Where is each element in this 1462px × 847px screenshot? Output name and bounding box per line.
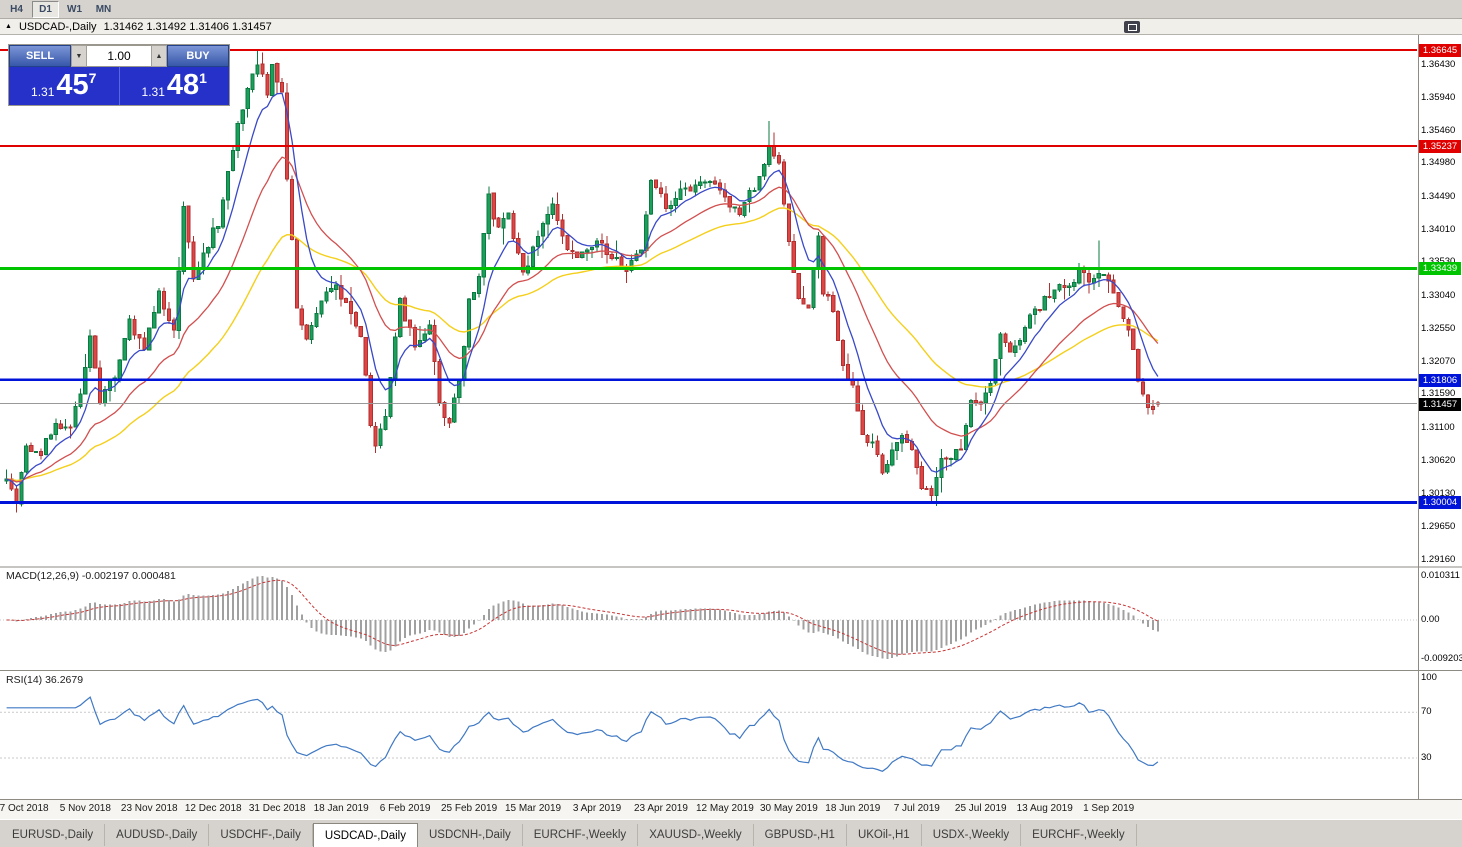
buy-price-display[interactable]: 1.31 48 1 <box>120 67 230 105</box>
date-axis-label: 1 Sep 2019 <box>1083 803 1135 814</box>
chart-tab-eurchf-weekly[interactable]: EURCHF-,Weekly <box>1021 824 1137 846</box>
ma-fast-line <box>6 92 1159 487</box>
macd-axis-label: -0.009203 <box>1421 653 1462 665</box>
price-axis-tick: 1.33040 <box>1421 289 1456 301</box>
ma-slow-line <box>6 207 1159 482</box>
price-axis-tick: 1.34010 <box>1421 223 1456 235</box>
rsi-axis-label: 70 <box>1421 706 1432 718</box>
macd-axis-label: 0.00 <box>1421 614 1440 625</box>
chart-tab-xauusd-weekly[interactable]: XAUUSD-,Weekly <box>638 824 754 846</box>
hline-price-tag: 1.36645 <box>1419 44 1461 58</box>
price-axis-tick: 1.35460 <box>1421 124 1456 136</box>
chart-title: USDCAD-,Daily <box>18 20 97 33</box>
chart-tab-eurusd-daily[interactable]: EURUSD-,Daily <box>1 824 106 846</box>
sell-button[interactable]: SELL <box>9 45 71 67</box>
date-axis-label: 6 Feb 2019 <box>379 803 431 814</box>
volume-increase-icon[interactable]: ▲ <box>151 45 167 67</box>
date-axis-label: 23 Apr 2019 <box>633 803 688 814</box>
date-axis-label: 15 Mar 2019 <box>504 803 562 814</box>
chart-ohlc-values: 1.31462 1.31492 1.31406 1.31457 <box>103 20 272 33</box>
chart-tab-gbpusd-h1[interactable]: GBPUSD-,H1 <box>754 824 847 846</box>
current-price-tag: 1.31457 <box>1419 397 1461 411</box>
volume-input[interactable] <box>87 45 151 67</box>
chart-tab-usdcad-daily[interactable]: USDCAD-,Daily <box>312 823 418 847</box>
macd-axis-label: 0.010311 <box>1421 570 1460 581</box>
chart-window-icon[interactable] <box>1124 21 1140 33</box>
rsi-axis-label: 30 <box>1421 752 1432 763</box>
date-axis-label: 18 Jun 2019 <box>825 803 881 814</box>
price-axis-tick: 1.29160 <box>1421 554 1456 565</box>
collapse-triangle-icon[interactable]: ▲ <box>5 23 12 30</box>
candles <box>4 50 1160 513</box>
timeframe-button-h4[interactable]: H4 <box>3 0 30 18</box>
trade-panel-controls: SELL ▼ ▲ BUY <box>9 45 229 67</box>
price-axis-tick: 1.35940 <box>1421 92 1456 104</box>
timeframe-button-mn[interactable]: MN <box>90 0 117 18</box>
hline-price-tag: 1.35237 <box>1419 139 1461 153</box>
date-axis-label: 25 Feb 2019 <box>440 803 498 814</box>
sell-price-prefix: 1.31 <box>31 85 55 99</box>
date-axis-label: 7 Jul 2019 <box>893 803 940 814</box>
date-axis-label: 12 Dec 2018 <box>184 803 242 814</box>
price-axis-tick: 1.34980 <box>1421 157 1456 169</box>
price-axis-tick: 1.36430 <box>1421 58 1456 70</box>
timeframe-button-d1[interactable]: D1 <box>32 0 59 18</box>
timeframe-toolbar: H4 D1 W1 MN <box>0 0 1462 19</box>
date-axis-label: 30 May 2019 <box>759 803 818 814</box>
buy-price-main: 48 <box>166 69 200 101</box>
chart-title-bar: ▲ USDCAD-,Daily 1.31462 1.31492 1.31406 … <box>0 19 1462 35</box>
sell-price-display[interactable]: 1.31 45 7 <box>9 67 119 105</box>
price-axis-tick: 1.33530 <box>1421 257 1455 267</box>
buy-button[interactable]: BUY <box>167 45 229 67</box>
chart-tab-eurchf-weekly[interactable]: EURCHF-,Weekly <box>523 824 639 846</box>
chart-tab-usdx-weekly[interactable]: USDX-,Weekly <box>922 824 1022 846</box>
buy-price-sup: 1 <box>199 70 207 86</box>
sell-price-main: 45 <box>56 69 89 101</box>
rsi-indicator-label: RSI(14) 36.2679 <box>6 674 84 686</box>
timeframe-button-w1[interactable]: W1 <box>61 0 88 18</box>
restore-window-icon <box>1127 23 1137 31</box>
rsi-axis-label: 100 <box>1421 672 1437 683</box>
date-axis-label: 31 Dec 2018 <box>248 803 306 814</box>
date-axis-label: 23 Nov 2018 <box>120 803 178 814</box>
price-axis-tick: 1.34490 <box>1421 190 1456 202</box>
price-axis-tick: 1.30130 <box>1421 487 1456 499</box>
macd-histogram <box>10 576 1159 660</box>
price-axis-tick: 1.32070 <box>1421 355 1456 367</box>
buy-price-prefix: 1.31 <box>141 85 165 99</box>
price-divider <box>118 67 120 105</box>
one-click-trading-panel: SELL ▼ ▲ BUY 1.31 45 7 1.31 48 1 <box>8 44 230 106</box>
date-axis-label: 17 Oct 2018 <box>0 803 49 814</box>
sell-price-sup: 7 <box>88 70 97 86</box>
price-axis-tick: 1.32550 <box>1421 323 1456 335</box>
macd-indicator-label: MACD(12,26,9) -0.002197 0.000481 <box>6 570 176 582</box>
hline-price-tag: 1.31806 <box>1419 373 1461 387</box>
ma-mid-line <box>6 156 1159 483</box>
chart-tab-usdchf-daily[interactable]: USDCHF-,Daily <box>209 824 313 846</box>
hline-price-tag: 1.33439 <box>1419 262 1461 276</box>
date-axis-label: 25 Jul 2019 <box>954 803 1007 814</box>
chart-tab-audusd-daily[interactable]: AUDUSD-,Daily <box>105 824 210 846</box>
rsi-line <box>6 696 1159 772</box>
date-axis-label: 18 Jan 2019 <box>313 803 369 814</box>
volume-decrease-icon[interactable]: ▼ <box>71 45 87 67</box>
price-axis-tick: 1.31100 <box>1421 421 1455 433</box>
price-axis-tick: 1.31590 <box>1421 388 1456 400</box>
date-axis-label: 5 Nov 2018 <box>59 803 111 814</box>
chart-tab-ukoil-h1[interactable]: UKOil-,H1 <box>847 824 922 846</box>
chart-tab-usdcnh-daily[interactable]: USDCNH-,Daily <box>418 824 523 846</box>
trade-panel-prices: 1.31 45 7 1.31 48 1 <box>9 67 229 105</box>
date-axis-label: 13 Aug 2019 <box>1016 803 1073 814</box>
price-axis-tick: 1.30620 <box>1421 454 1456 466</box>
price-axis-tick: 1.29650 <box>1421 520 1456 532</box>
date-axis-label: 3 Apr 2019 <box>572 803 622 814</box>
hline-price-tag: 1.30004 <box>1419 496 1461 510</box>
date-axis-label: 12 May 2019 <box>695 803 754 814</box>
symbol-tab-bar: EURUSD-,Daily AUDUSD-,Daily USDCHF-,Daily U… <box>0 819 1462 847</box>
